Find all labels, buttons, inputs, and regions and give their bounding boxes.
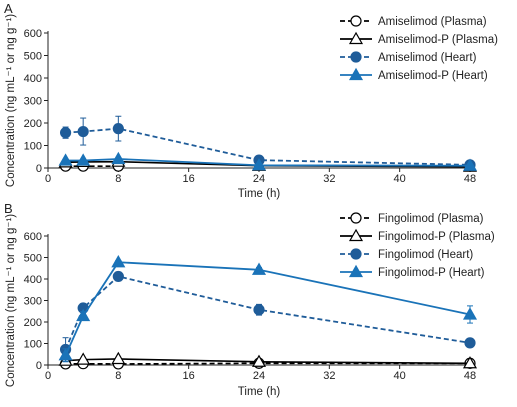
panel-a-series-amiselimod-heart-point — [59, 127, 72, 139]
panel-a-legend-entry-amiselimod-heart-swatch-marker — [350, 51, 362, 63]
panel-b-plot-area — [58, 255, 478, 370]
panel-b-x-tick-label: 48 — [464, 370, 476, 382]
panel-b-letter: B — [4, 201, 13, 216]
panel-b-legend-entry-fingolimod-heart-label: Fingolimod (Heart) — [378, 249, 473, 261]
panel-a-legend: Amiselimod (Plasma) Amiselimod-P (Plasma)… — [340, 15, 498, 82]
panel-b-y-tick-label: 300 — [24, 296, 42, 308]
panel-a-y-tick-label: 600 — [24, 28, 42, 40]
panel-b-legend-entry-fingolimod-p-plasma-swatch-marker — [348, 228, 364, 242]
panel-b-legend-entry-fingolimod-p-heart-swatch-marker — [348, 264, 364, 278]
panel-a-series-amiselimod-p-heart-point — [251, 158, 267, 171]
panel-b-legend-entry-fingolimod-heart-swatch-marker — [350, 248, 362, 260]
panel-b-x-tick-label: 32 — [323, 370, 335, 382]
panel-a-legend-entry-amiselimod-p-plasma-label: Amiselimod-P (Plasma) — [378, 34, 498, 46]
panel-a-legend-entry-amiselimod-heart: Amiselimod (Heart) — [340, 51, 477, 64]
panel-b-legend-entry-fingolimod-p-plasma: Fingolimod-P (Plasma) — [340, 228, 495, 243]
panel-a-series-amiselimod-p-heart — [58, 151, 478, 171]
panel-b-series-fingolimod-p-heart-point — [76, 308, 91, 322]
panel-a-legend-entry-amiselimod-p-heart: Amiselimod-P (Heart) — [340, 67, 488, 82]
panel-a-y-tick-label: 100 — [24, 141, 42, 153]
panel-a-legend-entry-amiselimod-plasma-swatch-marker — [350, 15, 362, 27]
panel-b-y-axis-title: Concentration (ng mL⁻¹ or ng g⁻¹) — [5, 214, 17, 387]
panel-b-series-fingolimod-p-heart — [58, 255, 478, 363]
panel-a-y-tick-label: 300 — [24, 96, 42, 108]
panel-a-x-tick-label: 24 — [253, 173, 265, 185]
panel-b-series-fingolimod-p-heart-point — [58, 348, 73, 361]
panel-a-legend-entry-amiselimod-plasma-label: Amiselimod (Plasma) — [378, 16, 487, 28]
panel-b-legend-entry-fingolimod-p-plasma-label: Fingolimod-P (Plasma) — [378, 231, 495, 243]
panel-a-axes: 0 100 200 300 400 500 600 0 8 16 24 32 40 48 — [24, 28, 476, 185]
panel-b-x-tick-label: 0 — [45, 370, 51, 382]
panel-a-letter: A — [4, 1, 13, 16]
panel-b-x-tick-label: 8 — [115, 370, 121, 382]
panel-a-legend-entry-amiselimod-p-plasma: Amiselimod-P (Plasma) — [340, 31, 498, 46]
panel-a-series-amiselimod-heart-point — [112, 123, 124, 135]
panel-b-legend-entry-fingolimod-heart: Fingolimod (Heart) — [340, 248, 473, 261]
panel-a-series-amiselimod-p-heart-point — [76, 153, 91, 166]
panel-b-series-fingolimod-p-plasma-point — [462, 356, 478, 369]
panel-b-x-tick-label: 16 — [183, 370, 195, 382]
panel-a-x-tick-label: 0 — [45, 173, 51, 185]
panel-a-legend-entry-amiselimod-p-plasma-swatch-marker — [348, 31, 364, 45]
panel-a-x-tick-label: 16 — [183, 173, 195, 185]
panel-a-y-tick-label: 0 — [36, 163, 42, 175]
panel-a-x-tick-label: 40 — [394, 173, 406, 185]
panel-b-series-fingolimod-heart-point — [464, 337, 476, 349]
panel-a-plot-area — [58, 115, 478, 172]
panel-a: A Concentration (ng mL⁻¹ or ng g⁻¹) Time… — [4, 1, 498, 200]
panel-b-y-tick-label: 600 — [24, 231, 42, 243]
panel-b-series-fingolimod-p-heart-point — [462, 307, 478, 320]
panel-b-series-fingolimod-heart — [59, 270, 476, 362]
panel-a-series-amiselimod-p-heart-point — [111, 151, 126, 165]
panel-b-legend-entry-fingolimod-plasma-swatch-marker — [350, 212, 362, 224]
panel-b-legend-entry-fingolimod-p-heart-label: Fingolimod-P (Heart) — [378, 267, 485, 279]
panel-b-series-fingolimod-p-plasma-point — [251, 354, 267, 367]
panel-a-legend-entry-amiselimod-heart-label: Amiselimod (Heart) — [378, 52, 477, 64]
panel-b-series-fingolimod-p-heart-point — [111, 255, 126, 268]
panel-b-y-tick-label: 400 — [24, 274, 42, 286]
panel-b-legend-entry-fingolimod-plasma: Fingolimod (Plasma) — [340, 212, 484, 225]
panel-a-y-tick-label: 500 — [24, 51, 42, 63]
panel-a-y-tick-label: 200 — [24, 118, 42, 130]
panel-a-legend-entry-amiselimod-p-heart-label: Amiselimod-P (Heart) — [378, 70, 488, 82]
panel-b-series-fingolimod-p-plasma-point — [76, 352, 91, 365]
panel-a-series-amiselimod-heart-point — [77, 125, 89, 138]
panel-a-y-axis-title: Concentration (ng mL⁻¹ or ng g⁻¹) — [5, 14, 17, 187]
panel-b-legend: Fingolimod (Plasma) Fingolimod-P (Plasma)… — [340, 212, 495, 279]
panel-b-series-fingolimod-p-heart-point — [251, 262, 267, 275]
panel-b-legend-entry-fingolimod-p-heart: Fingolimod-P (Heart) — [340, 264, 485, 279]
panel-a-series-amiselimod-p-heart-point — [58, 153, 73, 166]
panel-b-x-tick-label: 40 — [394, 370, 406, 382]
panel-b-series-fingolimod-heart-point — [112, 270, 124, 283]
panel-a-x-tick-label: 48 — [464, 173, 476, 185]
panel-b-y-tick-label: 200 — [24, 317, 42, 329]
panel-b-x-axis-title: Time (h) — [238, 386, 281, 398]
panel-a-x-tick-label: 8 — [115, 173, 121, 185]
panel-b-y-tick-label: 100 — [24, 339, 42, 351]
panel-b-series-fingolimod-p-plasma-point — [111, 351, 126, 365]
panel-b-x-tick-label: 24 — [253, 370, 265, 382]
panel-b-series-fingolimod-heart-line — [64, 275, 471, 350]
panel-a-x-axis-title: Time (h) — [238, 188, 281, 200]
panel-b-series-fingolimod-p-plasma-line — [65, 358, 471, 365]
panel-a-legend-entry-amiselimod-p-heart-swatch-marker — [348, 67, 364, 81]
panel-a-y-tick-label: 400 — [24, 73, 42, 85]
panel-b-legend-entry-fingolimod-plasma-label: Fingolimod (Plasma) — [378, 213, 484, 225]
panel-a-legend-entry-amiselimod-plasma: Amiselimod (Plasma) — [340, 15, 487, 28]
panel-b-series-fingolimod-heart-point — [253, 304, 265, 316]
panel-b-y-tick-label: 0 — [36, 360, 42, 372]
panel-b: B Concentration (ng mL⁻¹ or ng g⁻¹) Time… — [4, 201, 495, 398]
panel-a-series-amiselimod-p-heart-point — [462, 158, 478, 171]
panel-a-x-tick-label: 32 — [323, 173, 335, 185]
panel-b-y-tick-label: 500 — [24, 253, 42, 265]
